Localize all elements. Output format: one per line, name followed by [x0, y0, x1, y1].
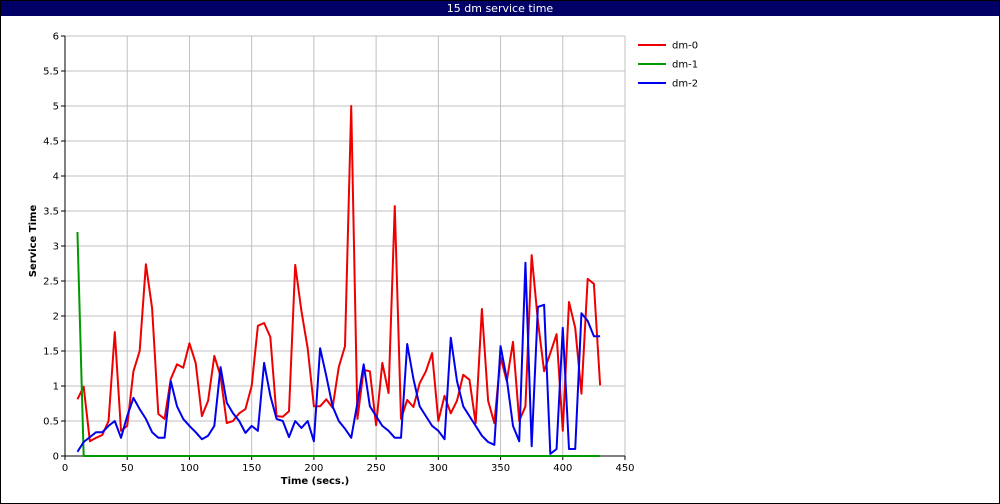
y-tick-label: 5 — [53, 102, 59, 113]
series-line — [76, 261, 601, 455]
y-tick-label: 1.5 — [43, 347, 59, 358]
y-tick-label: 0 — [53, 452, 59, 463]
y-tick-label: 1 — [53, 382, 59, 393]
x-axis-label: Time (secs.) — [281, 476, 350, 487]
title-bar: 15 dm service time — [1, 1, 999, 16]
x-tick-label: 0 — [62, 463, 68, 474]
x-tick-label: 350 — [491, 463, 510, 474]
series-line — [76, 105, 602, 443]
y-tick-label: 4.5 — [43, 137, 59, 148]
y-tick-label: 2 — [53, 312, 59, 323]
y-tick-label: 6 — [53, 32, 59, 43]
y-tick-label: 5.5 — [43, 67, 59, 78]
chart: Time (secs.) Service Time 0 0.5 1 1.5 2 2.5 3 3… — [28, 32, 698, 488]
x-tick-label: 450 — [615, 463, 634, 474]
y-tick-label: 0.5 — [43, 417, 59, 428]
y-axis-label: Service Time — [28, 205, 39, 278]
y-tick-label: 3.5 — [43, 207, 59, 218]
legend-label: dm-0 — [672, 41, 698, 52]
x-tick-label: 300 — [429, 463, 448, 474]
series-line — [76, 231, 601, 457]
x-tick-label: 400 — [553, 463, 572, 474]
legend-label: dm-1 — [672, 60, 698, 71]
y-tick-label: 3 — [53, 242, 59, 253]
x-tick-label: 200 — [304, 463, 323, 474]
legend-label: dm-2 — [672, 79, 698, 90]
x-tick-label: 100 — [180, 463, 199, 474]
y-tick-label: 2.5 — [43, 277, 59, 288]
x-tick-label: 250 — [367, 463, 386, 474]
y-tick-label: 4 — [53, 172, 59, 183]
x-tick-label: 50 — [121, 463, 134, 474]
x-tick-label: 150 — [242, 463, 261, 474]
